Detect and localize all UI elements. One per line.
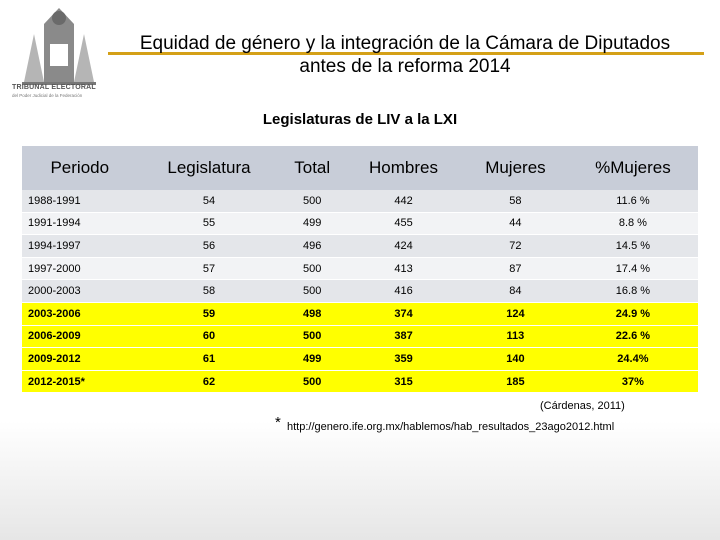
column-header: Mujeres xyxy=(463,146,568,190)
table-cell: 60 xyxy=(137,325,281,349)
table-cell: 499 xyxy=(280,347,344,371)
table-row: 1988-1991 54 500 442 58 11.6 % xyxy=(22,190,698,213)
table-cell: 500 xyxy=(280,325,344,349)
table-cell: 1997-2000 xyxy=(22,257,138,281)
footnote-marker: * xyxy=(275,414,281,431)
table-cell: 124 xyxy=(463,302,568,326)
table-cell: 14.5 % xyxy=(567,234,698,258)
table-body: 1988-1991 54 500 442 58 11.6 % 1991-1994 55 499 4… xyxy=(22,190,698,394)
logo-subname: del Poder Judicial de la Federación xyxy=(12,93,83,98)
table-cell: 24.9 % xyxy=(567,302,698,326)
column-header: Hombres xyxy=(344,146,464,190)
table-cell: 1991-1994 xyxy=(22,212,138,236)
title-line: antes de la reforma 2014 xyxy=(299,56,511,77)
title-rule xyxy=(108,52,704,55)
table-cell: 72 xyxy=(463,234,568,258)
table-cell: 58 xyxy=(463,190,568,213)
table-cell: 1988-1991 xyxy=(22,190,138,213)
table-cell: 62 xyxy=(137,370,281,394)
table-cell: 374 xyxy=(344,302,464,326)
table-cell: 61 xyxy=(137,347,281,371)
table-cell: 59 xyxy=(137,302,281,326)
table-row: 2006-2009 60 500 387 113 22.6 % xyxy=(22,325,698,349)
table-cell: 387 xyxy=(344,325,464,349)
table-cell: 359 xyxy=(344,347,464,371)
table-row: 1997-2000 57 500 413 87 17.4 % xyxy=(22,257,698,281)
table-row: 2012-2015* 62 500 315 185 37% xyxy=(22,370,698,394)
table-cell: 499 xyxy=(280,212,344,236)
table-cell: 140 xyxy=(463,347,568,371)
table-cell: 442 xyxy=(344,190,464,213)
source: (Cárdenas, 2011) xyxy=(540,400,625,412)
table-cell: 56 xyxy=(137,234,281,258)
table-cell: 500 xyxy=(280,257,344,281)
table-cell: 455 xyxy=(344,212,464,236)
table-cell: 87 xyxy=(463,257,568,281)
table-cell: 44 xyxy=(463,212,568,236)
table-cell: 2009-2012 xyxy=(22,347,138,371)
header-row: Periodo Legislatura Total Hombres Mujeres %Mu… xyxy=(22,146,698,190)
table-cell: 17.4 % xyxy=(567,257,698,281)
table-cell: 57 xyxy=(137,257,281,281)
table-row: 1991-1994 55 499 455 44 8.8 % xyxy=(22,212,698,236)
title: Equidad de género y la integración de la… xyxy=(100,32,710,78)
table-cell: 2006-2009 xyxy=(22,325,138,349)
table-cell: 315 xyxy=(344,370,464,394)
table-cell: 1994-1997 xyxy=(22,234,138,258)
table-cell: 2003-2006 xyxy=(22,302,138,326)
table-cell: 416 xyxy=(344,279,464,303)
table-cell: 16.8 % xyxy=(567,279,698,303)
table-cell: 54 xyxy=(137,190,281,213)
table-cell: 500 xyxy=(280,190,344,213)
table-cell: 500 xyxy=(280,279,344,303)
title-line: Equidad de género y la integración de la… xyxy=(139,33,671,54)
table-cell: 424 xyxy=(344,234,464,258)
table-cell: 24.4% xyxy=(567,347,698,371)
table-cell: 55 xyxy=(137,212,281,236)
table: Periodo Legislatura Total Hombres Mujeres %Mu… xyxy=(22,146,698,394)
table-cell: 22.6 % xyxy=(567,325,698,349)
logo xyxy=(22,8,96,85)
table-cell: 413 xyxy=(344,257,464,281)
table-cell: 2012-2015* xyxy=(22,370,138,394)
column-header: Periodo xyxy=(22,146,138,190)
table-cell: 185 xyxy=(463,370,568,394)
column-header: Legislatura xyxy=(137,146,281,190)
column-header: %Mujeres xyxy=(567,146,698,190)
table-cell: 84 xyxy=(463,279,568,303)
logo-name: TRIBUNAL ELECTORAL xyxy=(12,84,96,91)
table-cell: 58 xyxy=(137,279,281,303)
column-header: Total xyxy=(280,146,344,190)
table-cell: 2000-2003 xyxy=(22,279,138,303)
table-cell: 11.6 % xyxy=(567,190,698,213)
table-row: 2000-2003 58 500 416 84 16.8 % xyxy=(22,279,698,303)
table-row: 1994-1997 56 496 424 72 14.5 % xyxy=(22,234,698,258)
table-cell: 113 xyxy=(463,325,568,349)
table-row: 2003-2006 59 498 374 124 24.9 % xyxy=(22,302,698,326)
table-cell: 496 xyxy=(280,234,344,258)
table-cell: 37% xyxy=(567,370,698,394)
footnote-url: http://genero.ife.org.mx/hablemos/hab_re… xyxy=(287,421,615,433)
table-cell: 498 xyxy=(280,302,344,326)
table-row: 2009-2012 61 499 359 140 24.4% xyxy=(22,347,698,371)
table-cell: 500 xyxy=(280,370,344,394)
table-cell: 8.8 % xyxy=(567,212,698,236)
subtitle: Legislaturas de LIV a la LXI xyxy=(262,111,458,128)
